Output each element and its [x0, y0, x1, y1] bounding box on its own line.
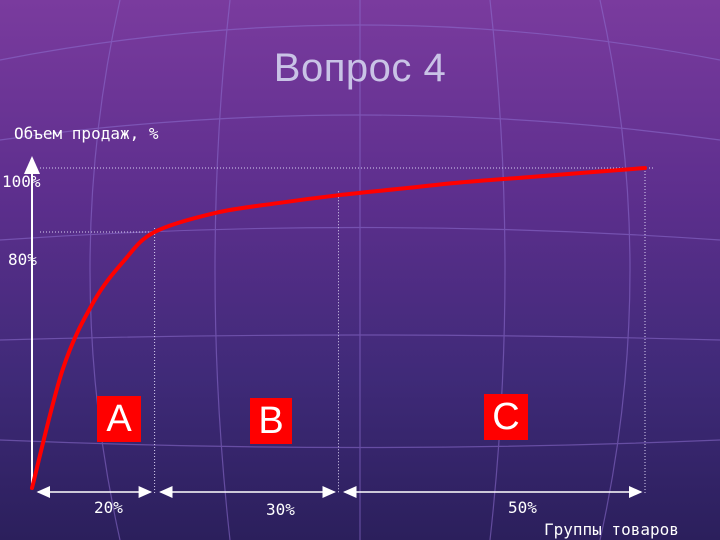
y-axis-label: Объем продаж, %: [14, 124, 159, 143]
group-b-share: 30%: [266, 500, 295, 519]
group-a-box: A: [97, 396, 141, 442]
group-b-box: B: [250, 398, 292, 444]
x-axis-label: Группы товаров: [544, 520, 679, 539]
slide-title: Вопрос 4: [273, 46, 447, 90]
group-a-share: 20%: [94, 498, 123, 517]
y-tick-100: 100%: [2, 172, 41, 191]
group-c-box: C: [484, 394, 528, 440]
y-tick-80: 80%: [8, 250, 37, 269]
group-c-share: 50%: [508, 498, 537, 517]
